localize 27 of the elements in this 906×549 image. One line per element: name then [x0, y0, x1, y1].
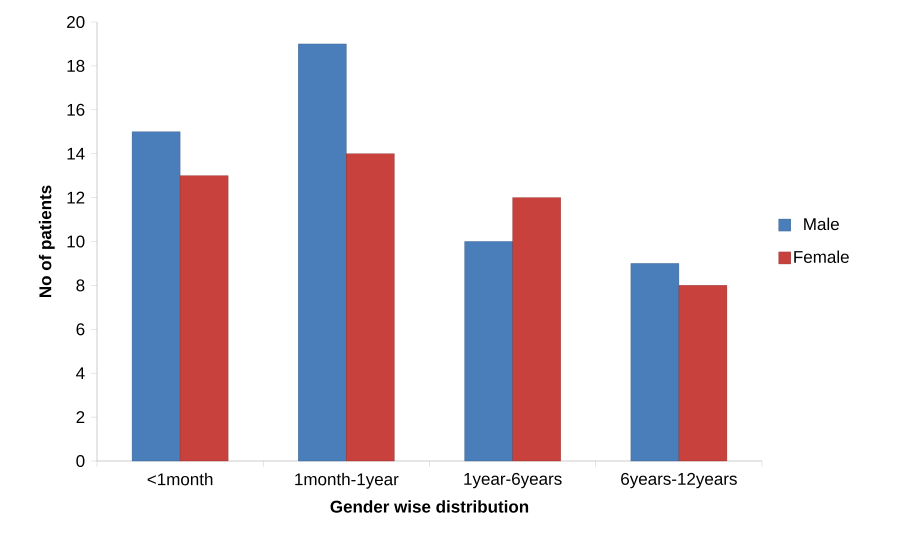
x-tick-label: <1month	[148, 472, 212, 486]
y-tick-label: 4	[76, 367, 85, 380]
x-tick-label: 6years-12years	[621, 472, 737, 488]
bar	[132, 132, 180, 462]
y-tick-label: 10	[68, 235, 84, 248]
y-tick-label: 8	[76, 279, 84, 292]
y-tick-label: 0	[76, 454, 84, 468]
bar	[180, 175, 228, 462]
bar	[512, 197, 561, 462]
x-tick-label: 1year-6years	[464, 472, 562, 488]
bar	[464, 241, 513, 462]
y-tick-label: 14	[68, 148, 85, 160]
y-tick-label: 6	[76, 323, 84, 336]
y-tick-label: 18	[68, 60, 84, 72]
legend-label: Female	[794, 250, 849, 263]
y-tick-label: 12	[68, 192, 84, 204]
y-axis-title: No of patients	[38, 186, 55, 298]
y-tick-label: 2	[76, 411, 84, 424]
legend-label: Male	[804, 218, 839, 230]
bar	[630, 263, 680, 462]
y-tick-label: 20	[67, 16, 84, 28]
x-axis-title: Gender wise distribution	[330, 500, 528, 513]
bar	[678, 285, 728, 462]
bar	[298, 44, 347, 462]
bar	[346, 154, 395, 462]
x-tick-label: 1month-1year	[295, 472, 399, 489]
y-tick-label: 16	[68, 104, 84, 116]
